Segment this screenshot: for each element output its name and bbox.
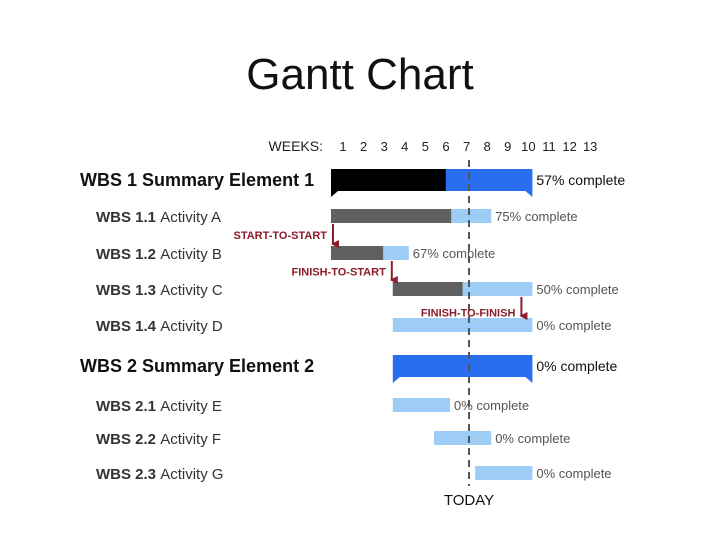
summary-label: WBS 2 Summary Element 2 [80,356,314,376]
summary-bracket-right [525,377,533,383]
week-label: 11 [542,139,556,154]
summary-label: WBS 1 Summary Element 1 [80,170,314,190]
summary-bar-complete [331,169,446,191]
summary-bracket-left [331,191,338,197]
task-name: Summary Element 2 [142,356,314,376]
week-label: 8 [484,139,491,154]
activity-label: WBS 2.2 Activity F [96,431,221,448]
activity-label: WBS 1.2 Activity B [96,246,222,263]
task-name: Activity E [160,398,222,415]
week-label: 4 [401,139,408,154]
activity-bar-complete [331,246,384,260]
dependency-label: FINISH-TO-FINISH [421,308,516,320]
week-label: 6 [442,139,449,154]
wbs-code: WBS 1.2 [96,246,160,263]
week-label: 7 [463,139,470,154]
activity-percent-label: 0% complete [495,431,570,446]
week-label: 1 [339,139,346,154]
activity-label: WBS 1.4 Activity D [96,318,223,335]
week-label: 9 [504,139,511,154]
activity-bar-complete [331,209,452,223]
task-name: Activity G [160,466,223,483]
dependency-label: FINISH-TO-START [291,267,386,279]
summary-percent-label: 0% complete [536,358,617,374]
wbs-code: WBS 2.2 [96,431,160,448]
activity-label: WBS 1.1 Activity A [96,209,221,226]
activity-bar-remaining [392,398,450,412]
task-name: Activity A [160,209,221,226]
activity-bar-complete [392,282,463,296]
activity-label: WBS 1.3 Activity C [96,282,223,299]
summary-bracket-left [392,377,400,383]
dependency-label: START-TO-START [234,230,328,242]
activity-percent-label: 0% complete [454,398,529,413]
summary-bracket-right [525,191,533,197]
week-label: 5 [422,139,429,154]
activity-bar-remaining [475,466,533,480]
activity-bar-remaining [392,318,533,332]
summary-percent-label: 57% complete [536,172,625,188]
week-label: 3 [381,139,388,154]
task-name: Activity D [160,318,223,335]
wbs-code: WBS 2.3 [96,466,160,483]
task-name: Summary Element 1 [142,170,314,190]
page-title: Gantt Chart [246,50,474,99]
wbs-code: WBS 1.4 [96,318,160,335]
activity-percent-label: 50% complete [536,282,618,297]
week-label: 13 [583,139,597,154]
wbs-code: WBS 1 [80,170,142,190]
wbs-code: WBS 2 [80,356,142,376]
week-label: 12 [562,139,576,154]
wbs-code: WBS 2.1 [96,398,160,415]
activity-percent-label: 67% complete [413,246,495,261]
activity-percent-label: 0% complete [536,466,611,481]
activity-label: WBS 2.3 Activity G [96,466,224,483]
activity-label: WBS 2.1 Activity E [96,398,222,415]
summary-bar-remaining [392,355,533,377]
week-label: 2 [360,139,367,154]
task-name: Activity F [160,431,221,448]
weeks-caption: WEEKS: [269,138,323,154]
activity-bar-remaining [434,431,492,445]
week-label: 10 [521,139,535,154]
task-name: Activity B [160,246,222,263]
today-label: TODAY [444,492,494,509]
wbs-code: WBS 1.1 [96,209,160,226]
wbs-code: WBS 1.3 [96,282,160,299]
activity-percent-label: 75% complete [495,209,577,224]
activity-percent-label: 0% complete [536,318,611,333]
task-name: Activity C [160,282,223,299]
